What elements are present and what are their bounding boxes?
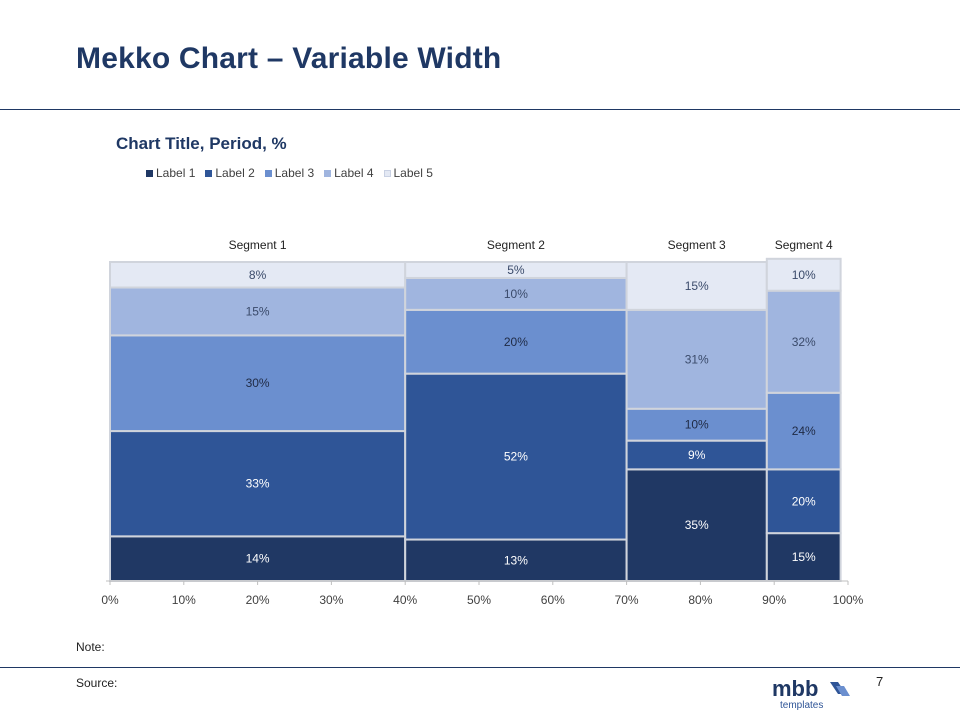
- mekko-cell-segment-1-label-4: [109, 286, 407, 337]
- mekko-cell-segment-2-label-1: [404, 538, 628, 583]
- mbb-templates-logo: mbb templates: [772, 676, 854, 715]
- mekko-cell-segment-2-label-2: [404, 372, 628, 541]
- segment-label-4: Segment 4: [775, 238, 833, 252]
- segment-label-2: Segment 2: [487, 238, 545, 252]
- legend-item-label-4: Label 4: [324, 166, 374, 180]
- legend-item-label-2: Label 2: [205, 166, 255, 180]
- data-label-segment-1-label-1: 14%: [246, 552, 270, 566]
- data-label-segment-1-label-4: 15%: [246, 304, 270, 318]
- x-tick-label-8: 80%: [688, 593, 712, 607]
- logo-mark: mbb templates: [772, 676, 850, 711]
- data-label-segment-1-label-5: 8%: [249, 268, 267, 282]
- data-label-segment-3-label-5: 15%: [685, 279, 709, 293]
- chart-title: Chart Title, Period, %: [116, 134, 287, 153]
- mekko-cell-segment-4-label-2: [765, 468, 842, 535]
- x-tick-label-2: 20%: [246, 593, 270, 607]
- title-divider: [0, 109, 960, 110]
- logo-wordmark: mbb: [772, 676, 818, 701]
- data-label-segment-1-label-3: 30%: [246, 376, 270, 390]
- mekko-cell-segment-4-label-5: [765, 257, 842, 292]
- slide-title: Mekko Chart – Variable Width: [76, 42, 502, 75]
- legend-swatch-label-3: [264, 169, 272, 177]
- x-tick-label-6: 60%: [541, 593, 565, 607]
- legend-swatch-label-5: [383, 169, 391, 177]
- legend-text-label-4: Label 4: [334, 166, 374, 180]
- data-label-segment-4-label-4: 32%: [792, 335, 816, 349]
- legend-text-label-1: Label 1: [156, 166, 196, 180]
- data-label-segment-4-label-2: 20%: [792, 494, 816, 508]
- x-tick-label-1: 10%: [172, 593, 196, 607]
- data-label-segment-2-label-3: 20%: [504, 335, 528, 349]
- legend-text-label-5: Label 5: [393, 166, 433, 180]
- legend-swatch-label-2: [205, 169, 213, 177]
- mekko-cell-segment-3-label-4: [625, 308, 768, 410]
- x-tick-label-3: 30%: [319, 593, 343, 607]
- mekko-cell-segment-3-label-1: [625, 468, 768, 583]
- mekko-cell-segment-3-label-2: [625, 439, 768, 471]
- legend-text-label-2: Label 2: [215, 166, 255, 180]
- logo-book-icon-2: [836, 686, 850, 696]
- legend-swatch-label-4: [324, 169, 332, 177]
- data-label-segment-4-label-1: 15%: [792, 550, 816, 564]
- mekko-cell-segment-4-label-4: [765, 289, 842, 394]
- data-label-segment-3-label-3: 10%: [685, 418, 709, 432]
- data-label-segment-4-label-3: 24%: [792, 424, 816, 438]
- mekko-cell-segment-3-label-3: [625, 407, 768, 442]
- page-number: 7: [876, 674, 884, 689]
- note-label: Note:: [76, 640, 105, 654]
- data-label-segment-1-label-2: 33%: [246, 477, 270, 491]
- x-tick-label-5: 50%: [467, 593, 491, 607]
- x-tick-label-9: 90%: [762, 593, 786, 607]
- chart-legend: Label 1 Label 2 Label 3 Label 4 Label 5: [146, 166, 433, 180]
- data-label-segment-3-label-4: 31%: [685, 352, 709, 366]
- legend-item-label-3: Label 3: [264, 166, 315, 180]
- mekko-cell-segment-2-label-4: [404, 276, 628, 311]
- legend-text-label-3: Label 3: [274, 166, 315, 180]
- data-label-segment-2-label-5: 5%: [507, 263, 525, 277]
- footer-divider: [0, 667, 960, 668]
- x-tick-label-0: 0%: [101, 593, 119, 607]
- x-tick-label-7: 70%: [615, 593, 639, 607]
- legend-item-label-1: Label 1: [146, 166, 195, 180]
- source-label: Source:: [76, 676, 118, 690]
- data-label-segment-2-label-1: 13%: [504, 553, 528, 567]
- mekko-cell-segment-4-label-3: [765, 391, 842, 471]
- data-label-segment-3-label-1: 35%: [685, 518, 709, 532]
- data-label-segment-2-label-4: 10%: [504, 287, 528, 301]
- segment-label-1: Segment 1: [229, 238, 287, 252]
- segment-label-3: Segment 3: [668, 238, 726, 252]
- x-tick-label-10: 100%: [833, 593, 864, 607]
- logo-tagline: templates: [780, 700, 823, 710]
- legend-swatch-label-1: [146, 169, 153, 177]
- legend-item-label-5: Label 5: [383, 166, 433, 180]
- data-label-segment-3-label-2: 9%: [688, 448, 706, 462]
- x-tick-label-4: 40%: [393, 593, 417, 607]
- data-label-segment-2-label-2: 52%: [504, 450, 528, 464]
- data-label-segment-4-label-5: 10%: [792, 268, 816, 282]
